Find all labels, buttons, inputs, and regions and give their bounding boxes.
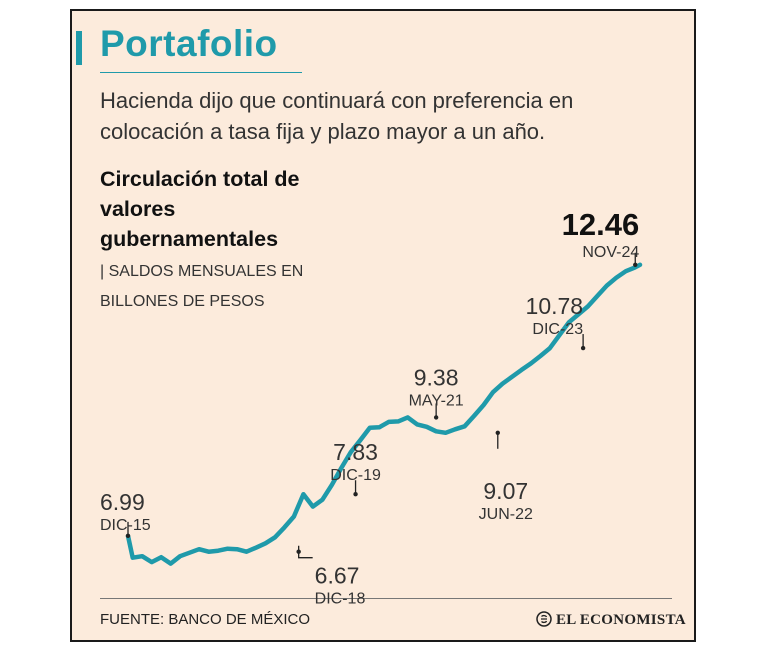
annotation-date-label: MAY-21 bbox=[409, 392, 464, 409]
annotation-date-label: JUN-22 bbox=[479, 506, 533, 523]
annotation-value-label: 6.67 bbox=[315, 563, 360, 589]
annotation-value-label: 9.07 bbox=[483, 478, 528, 504]
annotation-date-label: DIC-19 bbox=[330, 467, 381, 484]
annotation-group: 6.99 DIC-15 6.67 DIC-18 7.83 DIC-19 9.38 MAY-21… bbox=[100, 207, 639, 608]
footer-divider bbox=[100, 598, 672, 599]
annotation-point bbox=[495, 430, 500, 435]
brand-name: EL ECONOMISTA bbox=[556, 612, 686, 628]
section-accent-bar bbox=[76, 31, 82, 65]
annotation-point bbox=[296, 549, 301, 554]
annotation-date-label: DIC-18 bbox=[315, 591, 366, 608]
annotation-date-label: NOV-24 bbox=[582, 244, 639, 261]
annotation-value-label: 6.99 bbox=[100, 489, 145, 515]
source-note: FUENTE: BANCO DE MÉXICO bbox=[100, 611, 311, 628]
annotation-date-label: DIC-15 bbox=[100, 517, 151, 534]
section-underline bbox=[100, 72, 302, 73]
annotation-point bbox=[125, 533, 131, 539]
series-line bbox=[125, 262, 643, 566]
infographic-card: Portafolio Hacienda dijo que continuará … bbox=[70, 9, 696, 642]
annotation-date-label: DIC-23 bbox=[532, 321, 583, 338]
annotation-value-label: 10.78 bbox=[526, 293, 584, 319]
annotation-point bbox=[353, 492, 358, 497]
subtitle: Hacienda dijo que continuará con prefere… bbox=[100, 88, 574, 144]
section-title: Portafolio bbox=[100, 23, 278, 64]
brand-e-icon bbox=[536, 611, 552, 627]
brand-logo: EL ECONOMISTA bbox=[536, 611, 686, 631]
chart-title: Circulación total de valores gubernament… bbox=[100, 167, 300, 251]
annotation-point bbox=[433, 415, 439, 420]
annotation-point bbox=[633, 262, 638, 268]
annotation-value-label: 7.83 bbox=[333, 439, 378, 465]
latest-value-label: 12.46 bbox=[562, 207, 640, 242]
annotation-value-label: 9.38 bbox=[414, 364, 459, 390]
annotation-point bbox=[580, 345, 586, 351]
chart-units: | SALDOS MENSUALES EN BILLONES DE PESOS bbox=[100, 263, 304, 310]
